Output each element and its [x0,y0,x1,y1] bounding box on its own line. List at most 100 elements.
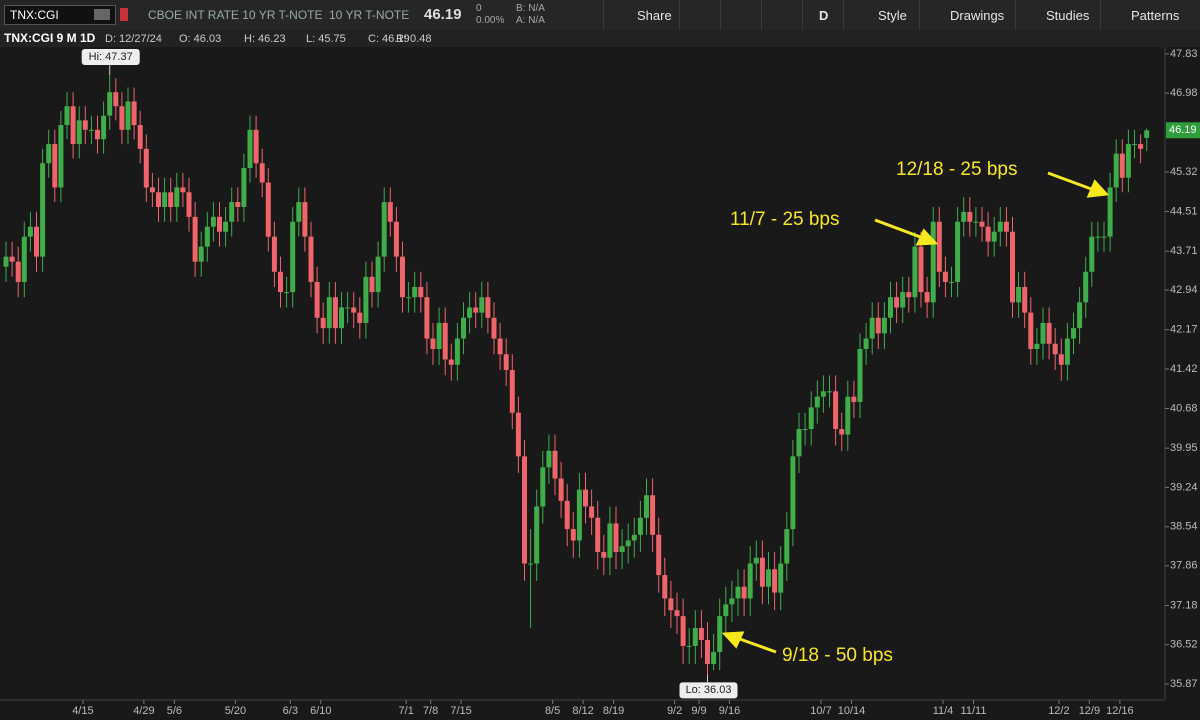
candle-body [192,216,198,262]
info-text: C: 46.19 [368,33,410,45]
candle-body [802,429,808,431]
alert-flag[interactable] [120,8,128,21]
candle-body [967,211,973,222]
candle-body [1064,338,1070,365]
candle-body [88,129,94,131]
candle-body [137,125,143,149]
candle-body [1058,354,1064,365]
candle-body [985,226,991,242]
candle-body [351,307,357,313]
candle-body [875,317,881,334]
style-button[interactable]: Style [843,0,919,30]
candle-body [747,563,753,599]
candle-body [345,307,351,309]
candle-body [278,271,283,293]
candle-body [1010,231,1015,303]
short-name: 10 YR T-NOTE [329,8,410,22]
candle-body [442,322,448,360]
candle-body [540,467,546,507]
settings-button[interactable] [761,0,802,30]
share-label: Share [637,8,672,23]
candle-body [1083,271,1089,303]
period-button[interactable]: D [802,0,843,30]
x-tick-label: 6/3 [283,705,298,717]
lo-label: Lo: 36.03 [686,684,732,696]
x-tick-label: 8/19 [603,705,624,717]
arrow-head [721,631,745,649]
x-tick-label: 8/5 [545,705,560,717]
y-tick-label: 39.95 [1170,442,1198,454]
candle-body [827,391,832,393]
candle-body [723,604,729,617]
info-text: D: 12/27/24 [105,33,162,45]
candle-body [656,534,662,576]
candle-body [149,187,155,193]
candle-body [70,106,76,145]
event-annotation: 11/7 - 25 bps [730,209,840,230]
candle-body [845,396,851,435]
candle-body [406,297,412,299]
x-tick-label: 7/8 [423,705,438,717]
studies-button[interactable]: Studies [1015,0,1100,30]
candle-body [1003,221,1009,232]
candle-body [235,202,241,207]
y-tick-label: 40.68 [1170,402,1198,414]
symbol-dropdown[interactable] [94,9,110,20]
candle-body [46,144,52,164]
candle-body [491,317,497,339]
candle-body [637,517,643,535]
candle-body [320,317,326,329]
flask-button[interactable] [720,0,761,30]
symbol-box[interactable] [4,5,116,25]
candle-body [942,271,948,282]
y-tick-label: 43.71 [1170,245,1198,257]
candle-body [680,616,686,646]
candle-body [241,168,247,207]
period-label: D [819,8,829,23]
candle-body [607,523,613,558]
candle-body [650,495,656,535]
candle-body [857,348,863,403]
candle-body [454,338,460,365]
event-annotation: 9/18 - 50 bps [782,645,893,666]
candle-body [1034,343,1040,349]
candle-body [1101,236,1107,238]
candle-body [485,297,491,318]
share-button[interactable]: Share [603,0,679,30]
candle-body [82,120,88,130]
candle-body [9,256,15,262]
x-tick-label: 12/9 [1079,705,1100,717]
hi-label: Hi: 47.37 [89,51,133,63]
candle-body [863,338,869,349]
candle-body [613,523,619,552]
candle-body [40,163,46,257]
candle-body [973,221,979,223]
candle-body [619,546,625,552]
message-button[interactable] [679,0,720,30]
x-tick-label: 5/6 [167,705,182,717]
candle-body [1077,302,1083,329]
candle-body [308,236,314,282]
hi-box [81,49,140,66]
candle-body [1040,322,1046,344]
toolbar: TNX:CGI CBOE INT RATE 10 YR T-NOTE 10 YR… [0,0,1200,31]
candle-body [705,639,710,665]
patterns-button[interactable]: Patterns [1100,0,1200,30]
candle-body [534,506,540,564]
candle-body [936,221,942,272]
y-tick-label: 45.32 [1170,166,1198,178]
candle-body [631,534,637,541]
x-tick-label: 8/12 [572,705,593,717]
y-tick-label: 41.42 [1170,363,1198,375]
drawings-button[interactable]: Drawings [919,0,1015,30]
candle-body [131,101,137,126]
drawings-label: Drawings [950,8,1005,23]
candle-body [528,563,534,565]
candle-body [674,610,680,617]
candle-body [686,645,692,647]
candle-body [326,297,332,329]
candle-body [698,628,704,640]
candle-body [58,125,64,188]
